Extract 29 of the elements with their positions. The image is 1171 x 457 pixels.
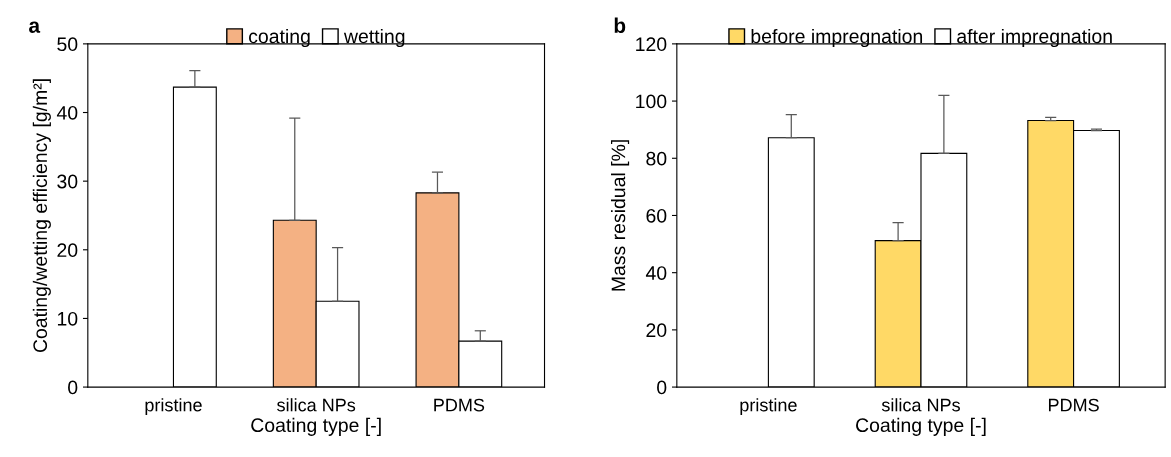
- y-tick-label: 30: [57, 174, 78, 189]
- legend-label: after impregnation: [957, 28, 1112, 48]
- x-tick-label: PDMS: [434, 398, 485, 412]
- chart-title: a: [29, 21, 41, 33]
- x-tick-label: silica NPs: [881, 398, 960, 412]
- y-axis-title: Mass residual [%]: [611, 140, 630, 291]
- y-tick-label: 40: [56, 105, 78, 120]
- y-tick-label: 100: [636, 94, 667, 109]
- y-tick-label: 60: [646, 208, 667, 223]
- x-tick-label: silica NPs: [277, 398, 356, 412]
- y-tick-label: 0: [68, 380, 78, 395]
- legend-label: before impregnation: [751, 28, 923, 48]
- y-tick-label: 20: [646, 323, 667, 338]
- legend-label: coating: [249, 28, 310, 48]
- y-tick-label: 80: [646, 151, 667, 166]
- y-tick-label: 120: [636, 37, 667, 52]
- y-axis-title: Coating/wetting efficiency [g/m²]: [32, 79, 51, 353]
- x-axis-title: Coating type [-]: [251, 417, 381, 436]
- chart-title: b: [614, 17, 626, 33]
- y-tick-label: 40: [645, 266, 667, 280]
- y-tick-label: 10: [57, 311, 78, 326]
- y-tick-label: 50: [57, 37, 78, 52]
- y-tick-label: 0: [657, 380, 667, 395]
- x-tick-label: PDMS: [1048, 398, 1099, 412]
- legend-label: wetting: [343, 28, 405, 48]
- x-tick-label: pristine: [145, 398, 202, 416]
- y-tick-label: 20: [57, 243, 78, 258]
- x-tick-label: pristine: [740, 398, 797, 416]
- x-axis-title: Coating type [-]: [856, 417, 986, 436]
